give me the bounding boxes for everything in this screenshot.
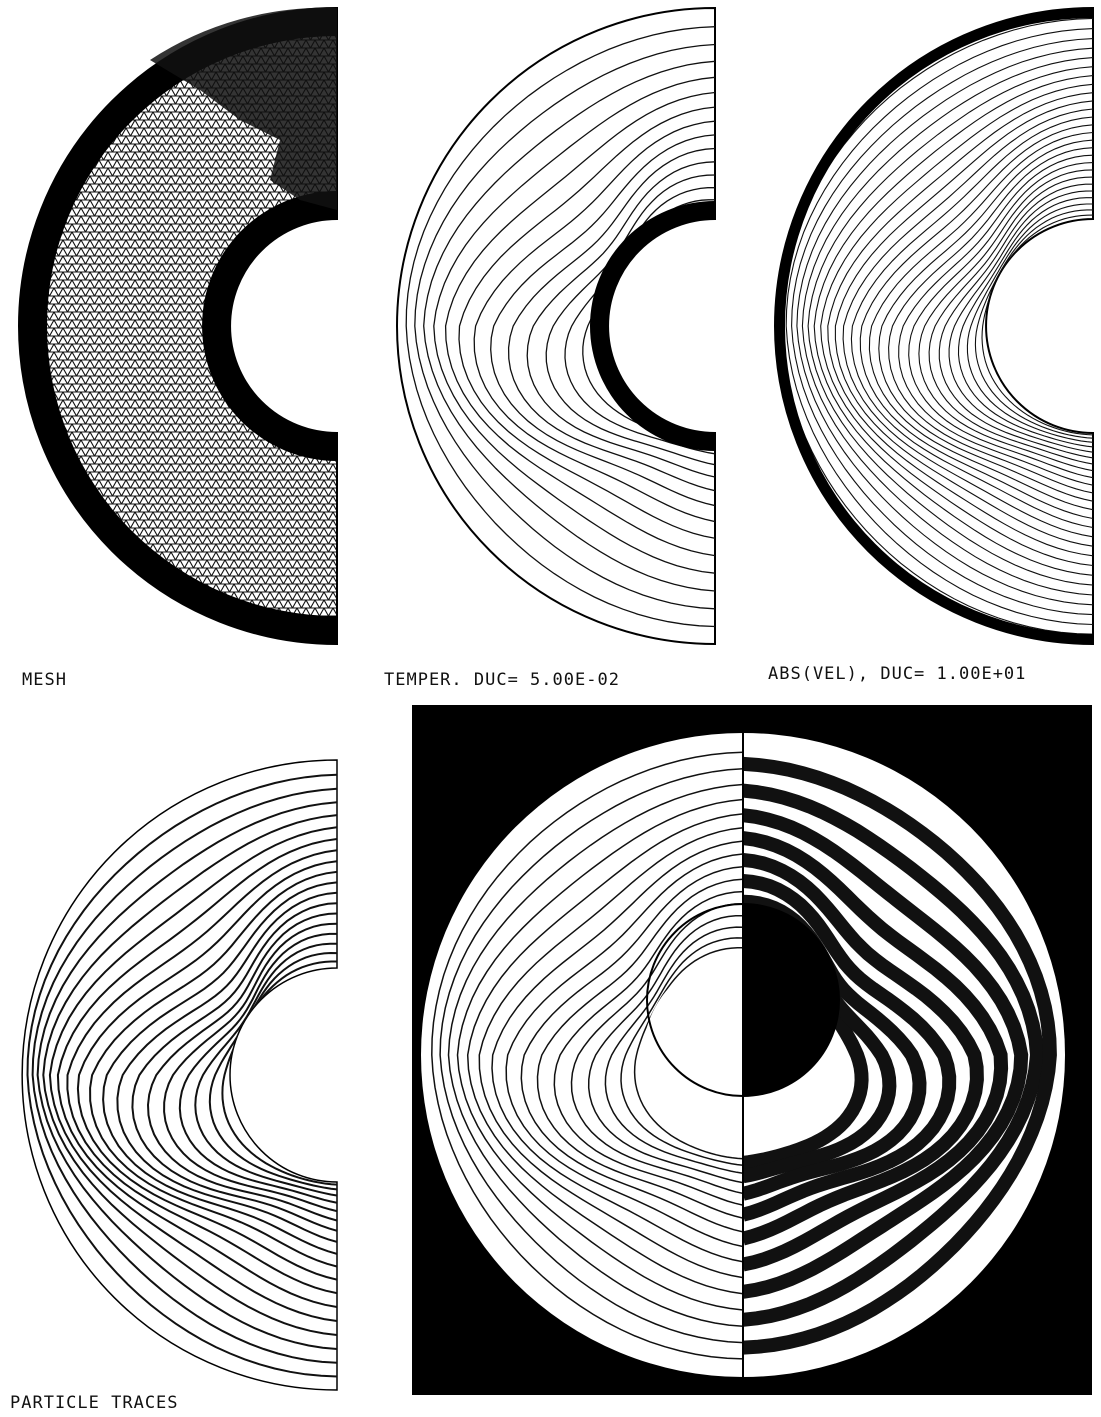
panel-label: TEMPER. DUC= 5.00E-02: [384, 670, 620, 690]
panel-label: ABS(VEL), DUC= 1.00E+01: [768, 664, 1026, 684]
figure: MESH TEMPER. DUC= 5.00E-02 ABS(VEL), DUC…: [0, 0, 1101, 1417]
panel-label: MESH: [22, 670, 67, 690]
panel-label: PARTICLE TRACES: [10, 1393, 179, 1413]
panels: [19, 8, 1093, 1395]
traces-domain: [22, 760, 337, 1390]
